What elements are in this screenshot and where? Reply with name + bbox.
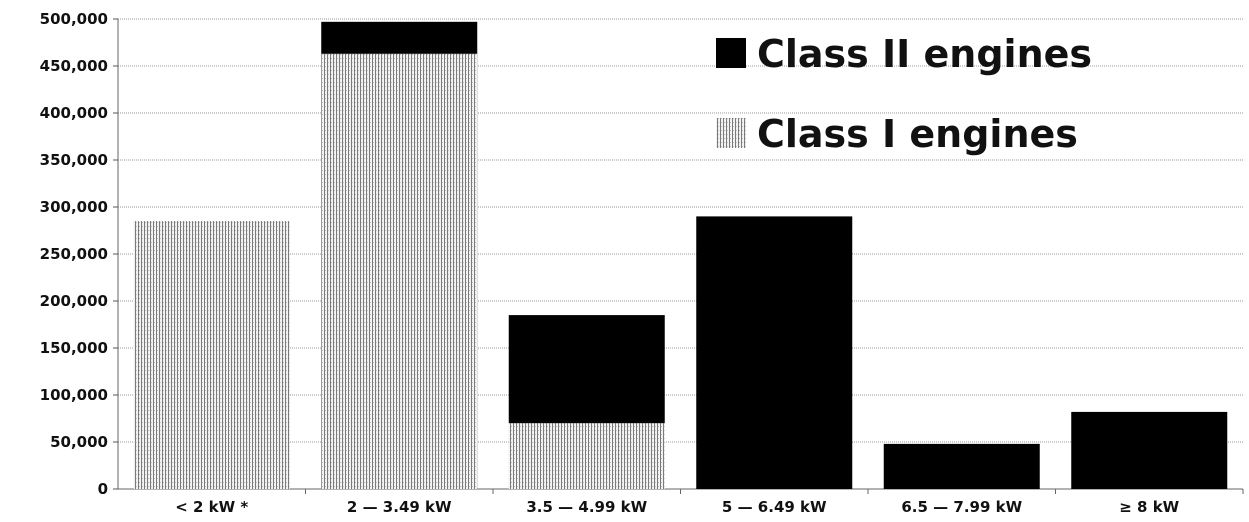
legend-label: Class I engines: [757, 112, 1078, 156]
bar-class-ii-3: [696, 216, 853, 489]
y-tick-label: 50,000: [50, 433, 108, 451]
y-tick-label: 400,000: [40, 104, 108, 122]
gridlines: [118, 18, 1243, 443]
y-tick-label: 450,000: [40, 57, 108, 75]
bars: [133, 21, 1228, 489]
y-tick-labels: 0 50,000 100,000 150,000 200,000 250,000 300,0…: [40, 10, 108, 498]
y-tick-label: 250,000: [40, 245, 108, 263]
y-tick-label: 500,000: [40, 10, 108, 28]
bar-class-ii-5: [1071, 411, 1228, 489]
bar-class-i-0: [133, 221, 290, 489]
x-category-label: 3.5 — 4.99 kW: [526, 498, 647, 516]
y-tick-label: 150,000: [40, 339, 108, 357]
x-category-labels: < 2 kW * 2 — 3.49 kW 3.5 — 4.99 kW 5 — 6.49…: [175, 498, 1179, 516]
x-category-label: < 2 kW *: [175, 498, 248, 516]
y-tick-label: 200,000: [40, 292, 108, 310]
bar-class-ii-1: [321, 21, 478, 54]
x-category-label: 5 — 6.49 kW: [722, 498, 827, 516]
bar-class-i-1: [321, 53, 478, 489]
axes: [113, 18, 1244, 494]
bar-class-ii-2: [508, 315, 665, 424]
y-tick-label: 0: [98, 480, 108, 498]
y-tick-label: 350,000: [40, 151, 108, 169]
legend-swatch: [716, 118, 746, 148]
legend-swatch: [716, 38, 746, 68]
x-category-label: 2 — 3.49 kW: [347, 498, 452, 516]
legend-label: Class II engines: [757, 32, 1092, 76]
x-category-label: ≥ 8 kW: [1119, 498, 1179, 516]
y-tick-label: 300,000: [40, 198, 108, 216]
legend: Class II engines Class I engines: [716, 32, 1092, 156]
y-tick-label: 100,000: [40, 386, 108, 404]
bar-class-ii-4: [883, 443, 1040, 489]
bar-class-i-2: [508, 423, 665, 489]
x-category-label: 6.5 — 7.99 kW: [901, 498, 1022, 516]
